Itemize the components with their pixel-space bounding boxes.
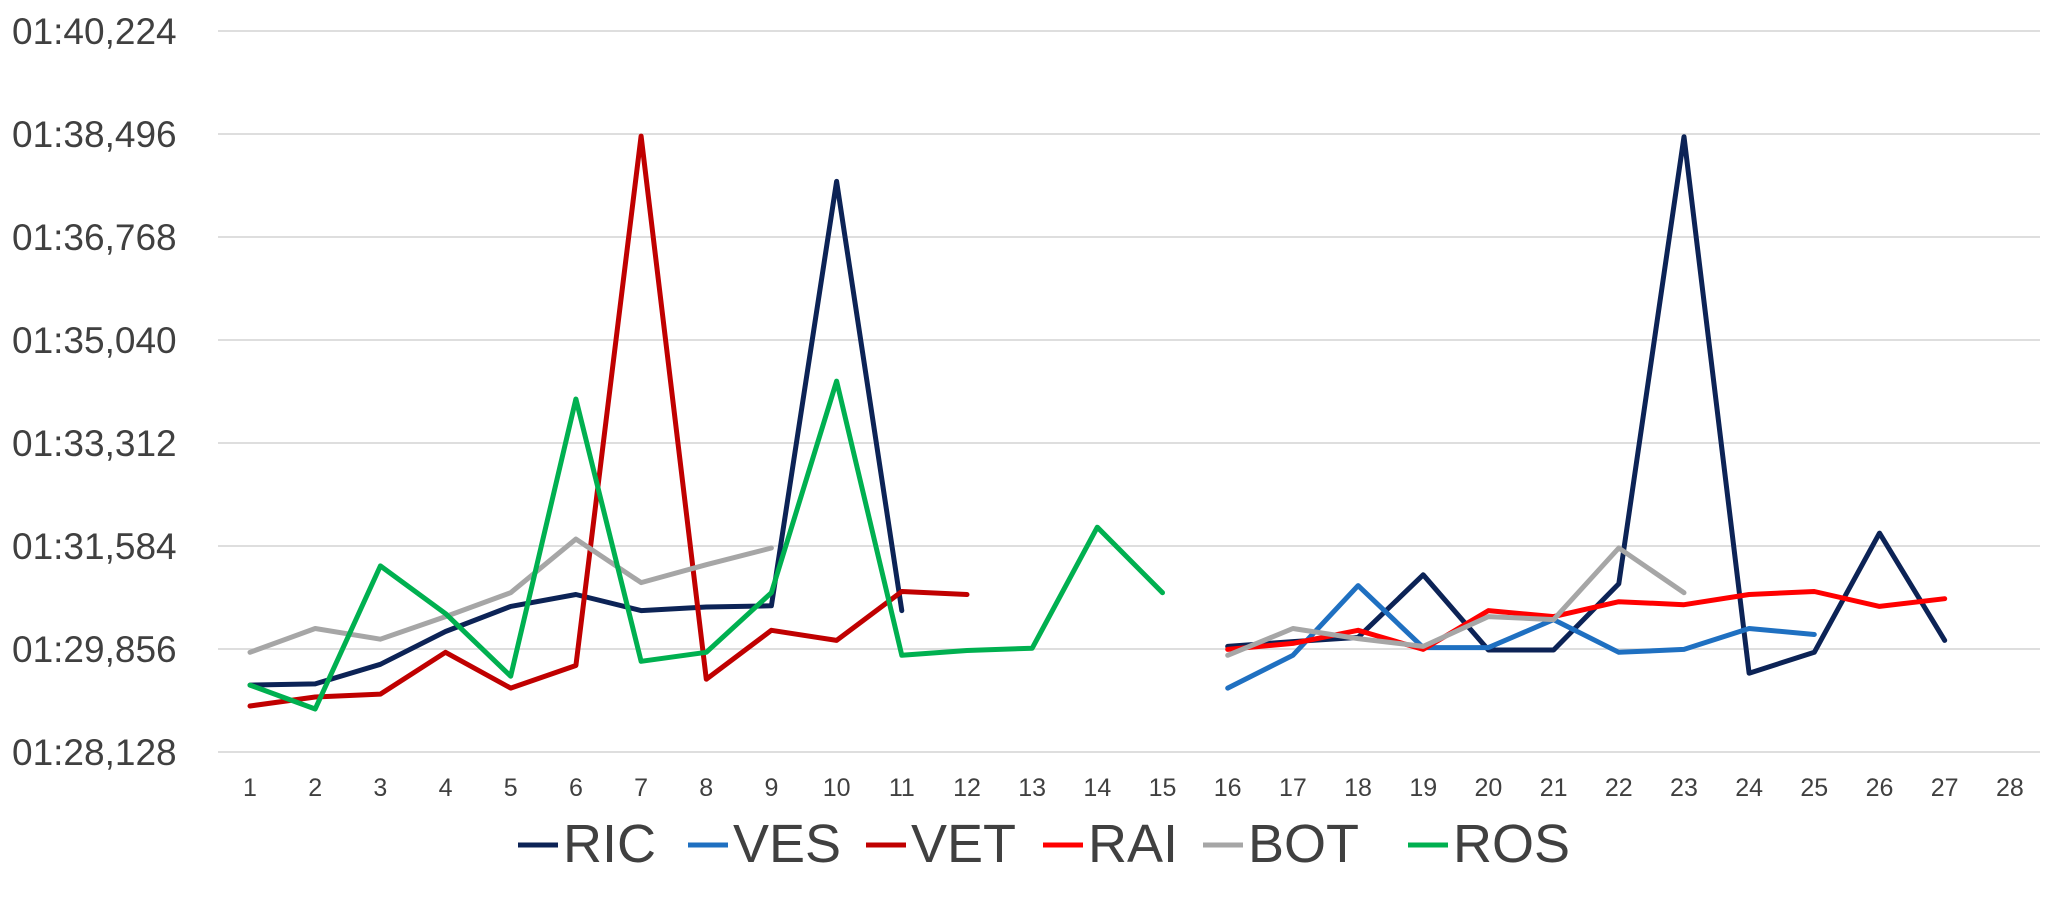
y-tick-label: 01:31,584 xyxy=(12,526,177,567)
x-tick-label: 4 xyxy=(439,774,453,802)
x-tick-label: 1 xyxy=(243,774,257,802)
y-tick-label: 01:29,856 xyxy=(12,629,177,670)
x-tick-label: 11 xyxy=(889,774,915,802)
x-tick-label: 23 xyxy=(1670,774,1698,802)
gridlines xyxy=(218,30,2040,753)
x-tick-label: 15 xyxy=(1149,774,1177,802)
x-tick-label: 5 xyxy=(504,774,518,802)
x-tick-label: 17 xyxy=(1279,774,1307,802)
x-tick-label: 28 xyxy=(1996,774,2024,802)
x-tick-label: 7 xyxy=(634,774,648,802)
x-tick-label: 18 xyxy=(1344,774,1372,802)
y-tick-label: 01:35,040 xyxy=(12,320,177,361)
x-tick-label: 22 xyxy=(1605,774,1633,802)
series-line-rai xyxy=(1225,589,1948,652)
legend-label-rai: RAI xyxy=(1088,814,1178,874)
series-line-ros xyxy=(247,378,1165,712)
x-tick-label: 6 xyxy=(569,774,583,802)
x-tick-label: 2 xyxy=(308,774,322,802)
legend-label-ros: ROS xyxy=(1453,814,1570,874)
x-tick-label: 21 xyxy=(1540,774,1568,802)
x-tick-label: 24 xyxy=(1735,774,1763,802)
x-tick-label: 10 xyxy=(823,774,851,802)
x-tick-label: 20 xyxy=(1475,774,1503,802)
legend-label-ves: VES xyxy=(733,814,841,874)
legend: RIC VES VET RAI BOT ROS xyxy=(518,814,1570,874)
series-line-vet xyxy=(247,133,970,709)
x-tick-label: 13 xyxy=(1018,774,1046,802)
x-tick-label: 8 xyxy=(699,774,713,802)
legend-label-ric: RIC xyxy=(563,814,656,874)
legend-label-bot: BOT xyxy=(1248,814,1359,874)
legend-label-vet: VET xyxy=(911,814,1016,874)
series-line-bot xyxy=(247,536,1687,658)
y-tick-label: 01:36,768 xyxy=(12,217,177,258)
x-tick-label: 25 xyxy=(1800,774,1828,802)
x-axis-tick-labels: 1 2 3 4 5 6 7 8 9 10 11 12 13 14 15 16 17 18 19 20 21 22 23 24 2… xyxy=(243,774,2024,802)
y-tick-label: 01:33,312 xyxy=(12,423,177,464)
series-line-ves xyxy=(1225,583,1817,691)
x-tick-label: 3 xyxy=(373,774,387,802)
y-tick-label: 01:28,128 xyxy=(12,732,177,773)
y-tick-label: 01:38,496 xyxy=(12,114,177,155)
x-tick-label: 27 xyxy=(1931,774,1959,802)
x-tick-label: 12 xyxy=(953,774,981,802)
x-tick-label: 19 xyxy=(1409,774,1437,802)
series-lines xyxy=(247,133,1948,712)
y-axis-tick-labels: 01:28,128 01:29,856 01:31,584 01:33,312 01:3… xyxy=(12,11,177,773)
x-tick-label: 14 xyxy=(1083,774,1111,802)
x-tick-label: 9 xyxy=(764,774,778,802)
y-tick-label: 01:40,224 xyxy=(12,11,177,52)
x-tick-label: 26 xyxy=(1866,774,1894,802)
x-tick-label: 16 xyxy=(1214,774,1242,802)
